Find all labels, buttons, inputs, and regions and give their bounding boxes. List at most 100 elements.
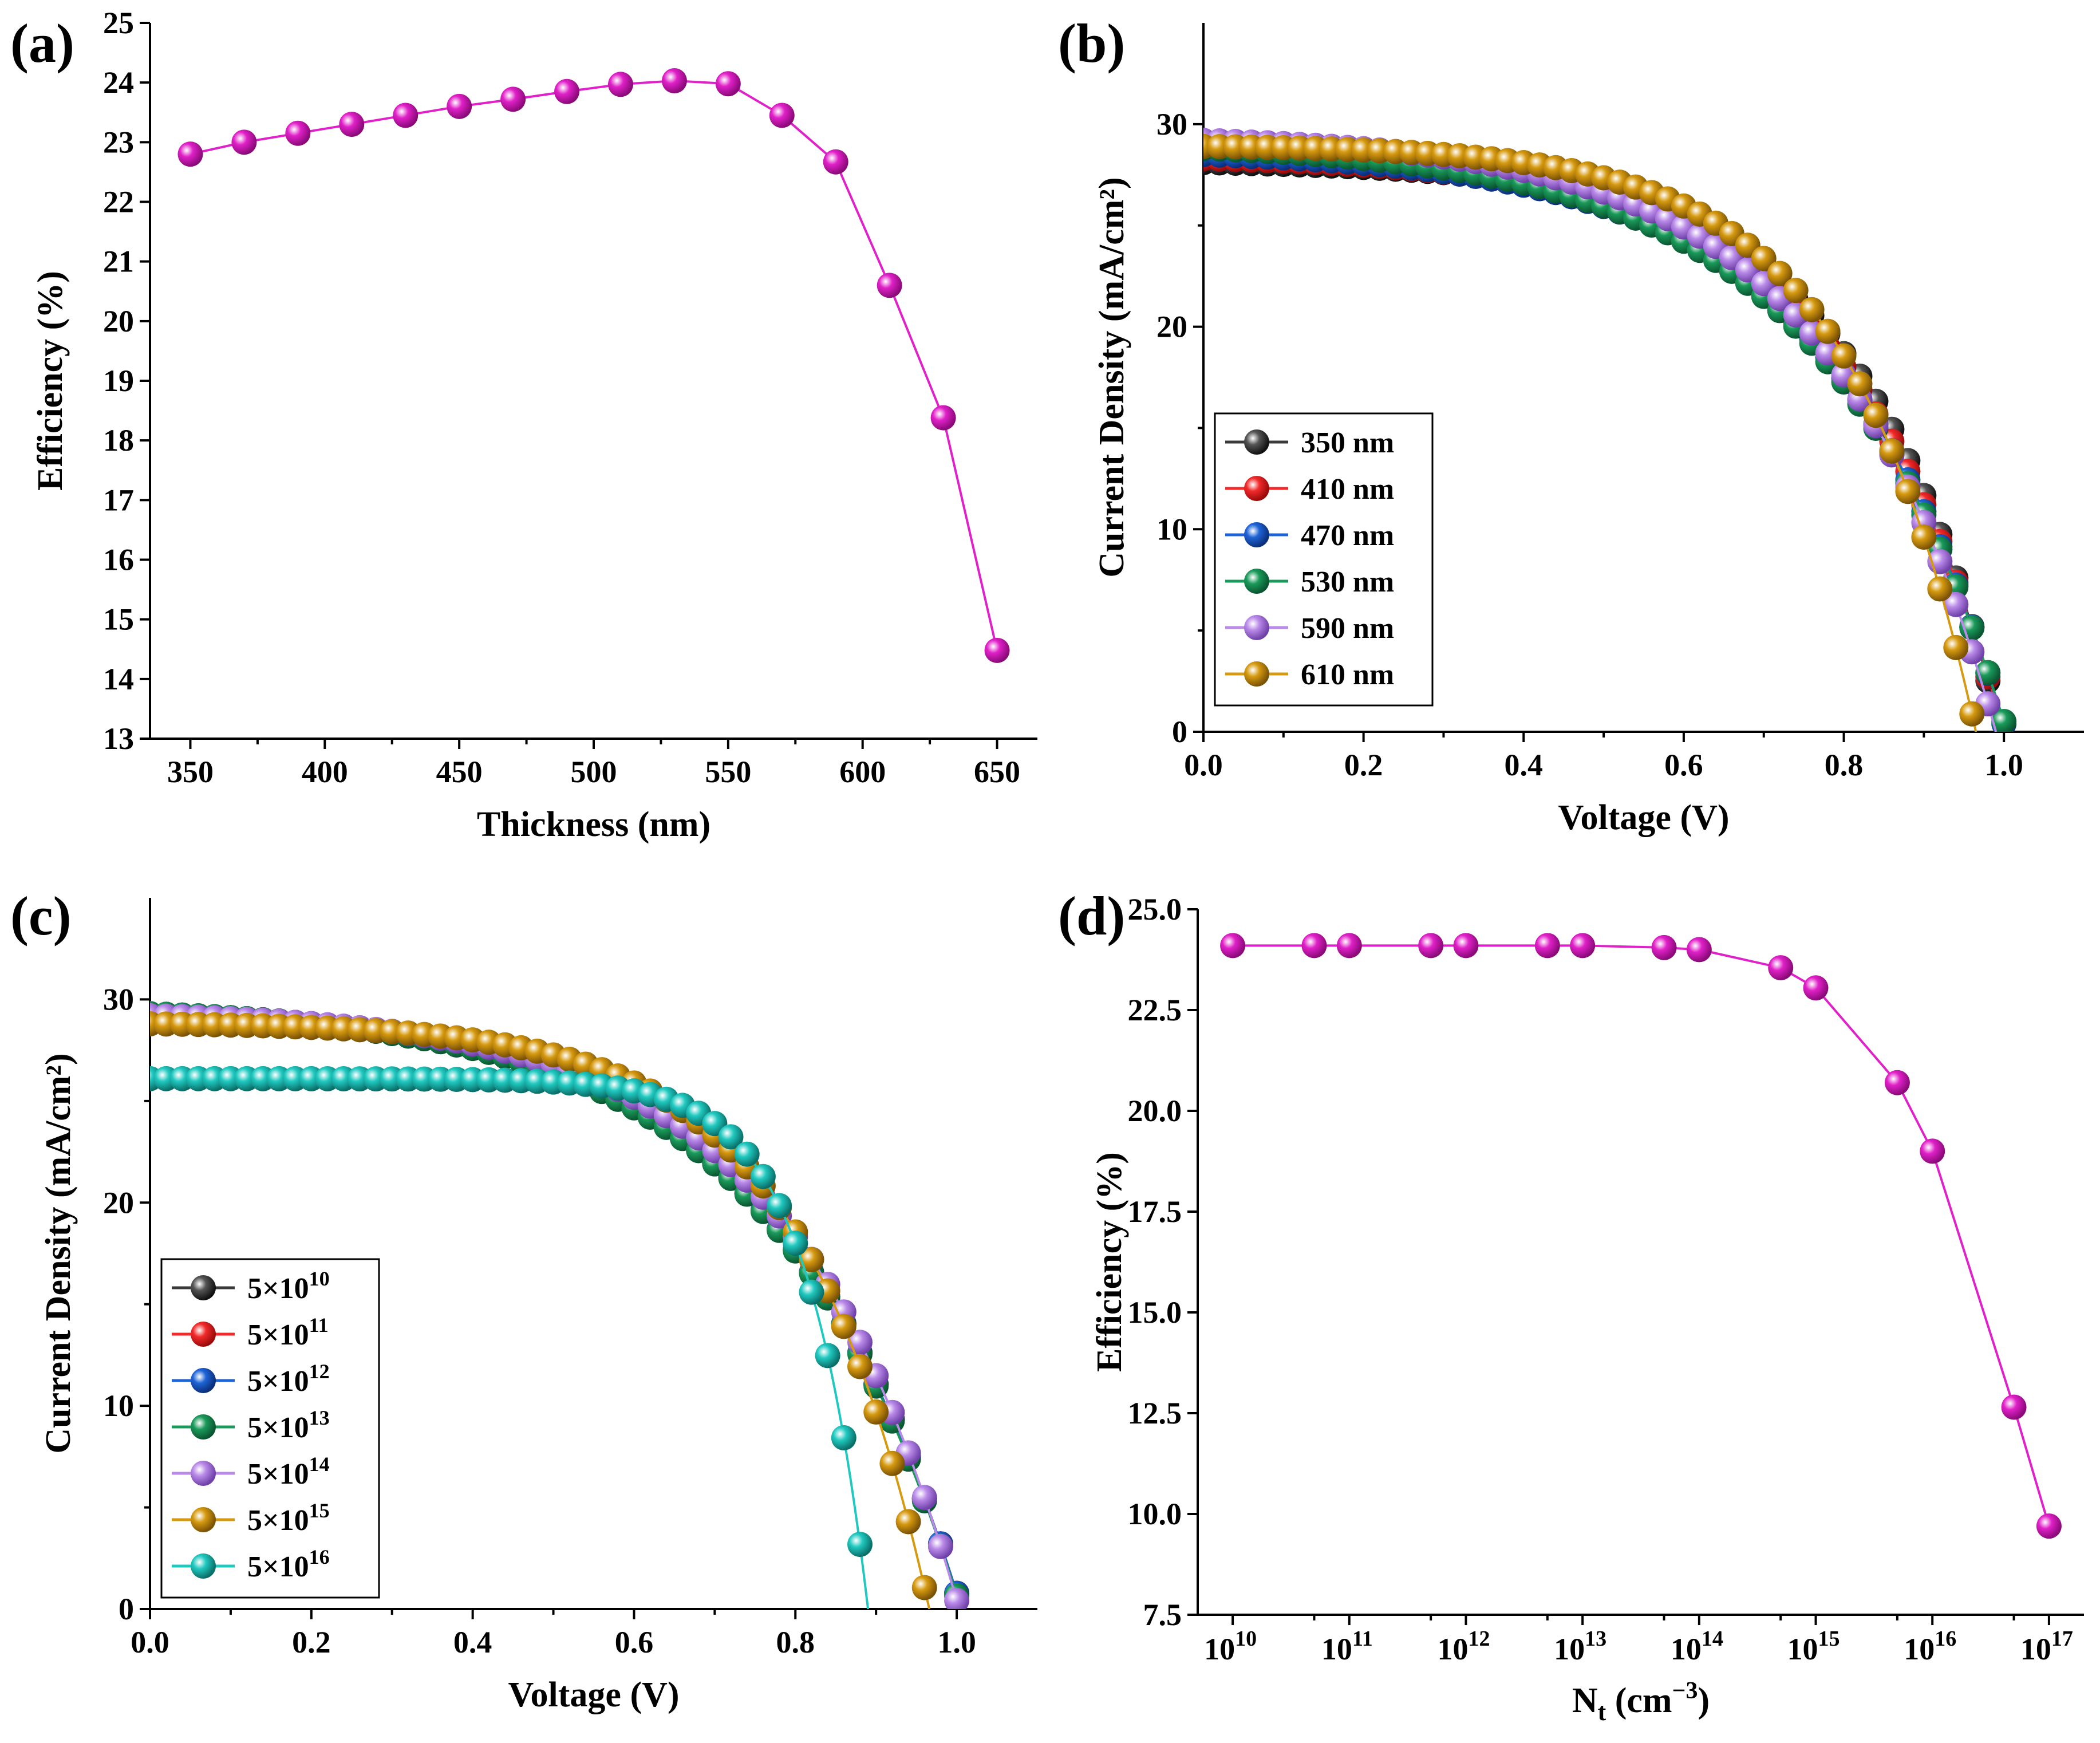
data-point bbox=[1911, 525, 1937, 550]
series-line bbox=[1233, 944, 2050, 1527]
legend-item: 5×1011 bbox=[172, 1314, 329, 1351]
data-point bbox=[1920, 1138, 1945, 1164]
legend-item: 5×1014 bbox=[172, 1453, 330, 1490]
y-tick-label: 30 bbox=[103, 982, 134, 1016]
legend-item: 5×1010 bbox=[172, 1267, 330, 1305]
data-point bbox=[831, 1425, 856, 1450]
y-tick-label: 19 bbox=[103, 364, 134, 398]
legend-item: 530 nm bbox=[1225, 566, 1394, 598]
y-tick-label: 17.5 bbox=[1128, 1194, 1182, 1229]
data-point bbox=[1783, 278, 1809, 303]
y-tick-label: 20.0 bbox=[1128, 1094, 1182, 1128]
legend-swatch-marker bbox=[1244, 522, 1269, 547]
data-point bbox=[1991, 709, 2017, 732]
y-tick-label: 10 bbox=[1156, 512, 1187, 546]
data-point bbox=[2001, 1394, 2027, 1420]
data-point bbox=[769, 102, 795, 128]
y-axis: 0 10 20 30 bbox=[1156, 107, 1203, 749]
data-point bbox=[750, 1164, 776, 1189]
data-point bbox=[393, 102, 419, 128]
data-point bbox=[799, 1247, 824, 1272]
data-point bbox=[783, 1231, 808, 1256]
x-tick-label: 0.2 bbox=[1344, 748, 1383, 782]
legend-item: 5×1013 bbox=[172, 1406, 330, 1444]
y-tick-label: 13 bbox=[103, 721, 134, 756]
legend-item: 350 nm bbox=[1225, 427, 1394, 459]
y-tick-label: 21 bbox=[103, 245, 134, 279]
data-point bbox=[554, 78, 580, 104]
x-axis: 0.0 0.2 0.4 0.6 0.8 1.0 bbox=[1184, 732, 2023, 782]
panel-a: (a) 13 14 15 16 17 18 19 20 21 22 23 24 25 350 400 450 50… bbox=[10, 6, 1037, 844]
x-tick-label: 0.4 bbox=[453, 1625, 492, 1659]
legend-swatch-marker bbox=[1244, 615, 1269, 640]
legend-item: 610 nm bbox=[1225, 658, 1394, 691]
legend: 5×1010 5×1011 5×1012 5×1013 5×1014 5×1015 5×10… bbox=[160, 1258, 380, 1599]
legend-label: 5×1011 bbox=[247, 1314, 329, 1351]
x-tick-label: 0.6 bbox=[615, 1625, 654, 1659]
y-tick-label: 22 bbox=[103, 185, 134, 219]
x-axis-title: Voltage (V) bbox=[508, 1675, 679, 1714]
legend: 350 nm 410 nm 470 nm 530 nm 590 nm 610 nm bbox=[1214, 412, 1434, 707]
data-point bbox=[847, 1354, 873, 1379]
x-tick-label: 1016 bbox=[1904, 1627, 1956, 1666]
data-point bbox=[734, 1141, 760, 1167]
data-point bbox=[1863, 403, 1889, 428]
y-tick-label: 30 bbox=[1156, 107, 1187, 141]
axis-frame bbox=[149, 23, 1037, 740]
data-point bbox=[1453, 933, 1479, 959]
data-point bbox=[1943, 634, 1969, 660]
data-point bbox=[661, 68, 687, 94]
y-tick-label: 17 bbox=[103, 483, 134, 517]
x-tick-label: 1.0 bbox=[937, 1625, 976, 1659]
data-point bbox=[500, 86, 526, 112]
x-tick-label: 0.0 bbox=[131, 1625, 169, 1659]
y-axis: 7.5 10.0 12.5 15.0 17.5 20.0 22.5 25.0 bbox=[1128, 892, 1198, 1632]
data-point bbox=[823, 149, 848, 175]
series-0 bbox=[1220, 933, 2062, 1539]
legend-swatch-marker bbox=[191, 1553, 216, 1579]
x-axis: 1010 1011 1012 1013 1014 1015 1016 1017 bbox=[1204, 1615, 2073, 1666]
panel-label: (c) bbox=[10, 885, 72, 947]
legend-swatch-marker bbox=[191, 1414, 216, 1440]
data-point bbox=[1959, 701, 1985, 727]
data-point bbox=[285, 120, 311, 146]
series-6 bbox=[150, 1066, 873, 1609]
y-tick-label: 7.5 bbox=[1143, 1598, 1182, 1632]
legend-label: 5×1016 bbox=[247, 1545, 330, 1583]
legend-label: 5×1012 bbox=[247, 1360, 330, 1398]
x-tick-label: 350 bbox=[167, 755, 214, 789]
data-point bbox=[607, 72, 633, 97]
x-tick-label: 1013 bbox=[1554, 1627, 1606, 1666]
x-tick-label: 1012 bbox=[1437, 1627, 1490, 1666]
x-tick-label: 1010 bbox=[1204, 1627, 1257, 1666]
axis-frame bbox=[1197, 909, 2084, 1616]
legend-label: 5×1010 bbox=[247, 1267, 330, 1305]
legend-swatch-marker bbox=[191, 1322, 216, 1347]
data-point bbox=[231, 129, 257, 155]
data-point bbox=[1927, 576, 1953, 602]
data-point bbox=[877, 273, 902, 298]
data-point bbox=[911, 1575, 937, 1600]
data-point bbox=[1831, 343, 1857, 369]
data-point bbox=[1943, 591, 1969, 617]
data-point bbox=[718, 1124, 744, 1150]
legend-item: 410 nm bbox=[1225, 473, 1394, 506]
x-tick-label: 0.4 bbox=[1505, 748, 1544, 782]
x-axis-title: Voltage (V) bbox=[1558, 798, 1729, 837]
legend-swatch-marker bbox=[191, 1507, 216, 1532]
data-point bbox=[1803, 975, 1829, 1001]
x-tick-label: 600 bbox=[839, 755, 886, 789]
data-point bbox=[1418, 933, 1444, 959]
data-point bbox=[177, 141, 203, 167]
x-axis-title: Nt (cm−3) bbox=[1572, 1678, 1710, 1726]
panel-label: (d) bbox=[1058, 885, 1125, 947]
legend-swatch-marker bbox=[191, 1368, 216, 1393]
x-tick-label: 0.8 bbox=[776, 1625, 815, 1659]
y-tick-label: 15.0 bbox=[1128, 1295, 1182, 1330]
x-tick-label: 1011 bbox=[1321, 1627, 1373, 1666]
y-tick-label: 15 bbox=[103, 602, 134, 637]
y-tick-label: 22.5 bbox=[1128, 993, 1182, 1027]
data-point bbox=[927, 1533, 953, 1559]
